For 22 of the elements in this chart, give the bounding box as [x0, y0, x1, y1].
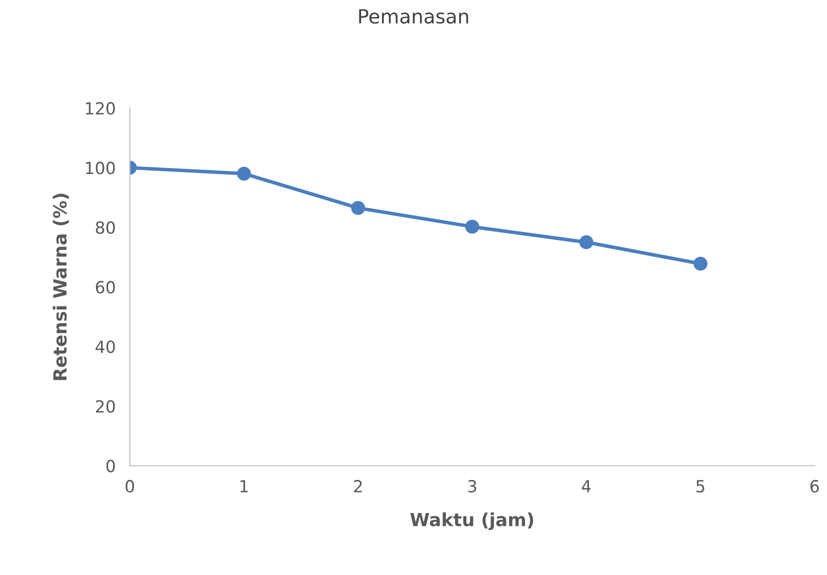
point [465, 220, 480, 234]
y-tick-label: 100 [86, 162, 115, 174]
x-axis-title: Waktu (jam) [410, 512, 534, 530]
x-tick-label: 4 [582, 480, 591, 492]
y-tick-label: 40 [96, 340, 115, 354]
chart-title: Pemanasan [359, 9, 468, 24]
y-tick-label: 0 [106, 460, 115, 472]
y-tick-label: 60 [96, 280, 115, 294]
point [579, 235, 594, 250]
point [237, 166, 251, 181]
x-tick-label: 2 [354, 480, 362, 492]
x-tick-label: 0 [126, 480, 134, 493]
x-tick-label: 5 [696, 480, 704, 493]
x-tick-label: 6 [810, 480, 819, 493]
point [351, 201, 366, 215]
y-tick-label: 80 [96, 221, 115, 234]
x-tick-label: 3 [468, 480, 476, 493]
y-tick-label: 20 [96, 400, 115, 413]
x-tick-label: 1 [240, 480, 248, 492]
y-tick-label: 120 [86, 102, 115, 115]
point [694, 256, 708, 271]
y-axis-title: Retensi Warna (%) [52, 194, 69, 380]
